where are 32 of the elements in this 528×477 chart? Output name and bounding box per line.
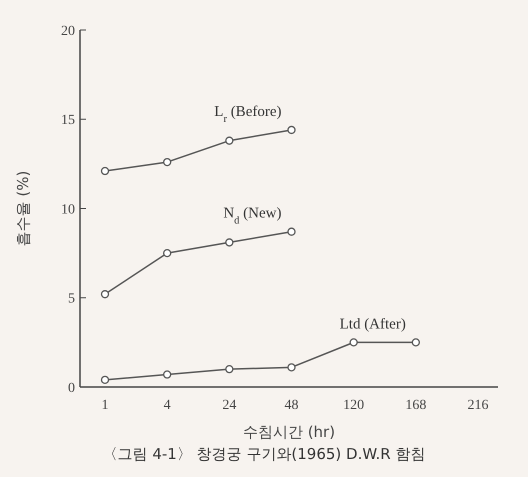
x-tick-label: 24 (222, 398, 236, 413)
x-axis-title: 수침시간 (hr) (242, 423, 336, 441)
series-label: Ltd (After) (340, 316, 406, 332)
point (350, 338, 358, 347)
x-tick-label: 4 (164, 398, 171, 413)
x-tick-label: 168 (405, 398, 426, 413)
point (100, 166, 110, 176)
point (287, 126, 296, 134)
x-tick-label: 1 (102, 398, 108, 413)
point (225, 238, 234, 247)
y-axis-title: 흡수율 (%) (14, 170, 32, 246)
point (163, 370, 172, 379)
series-label: N$_{d}$ (New) (223, 206, 282, 226)
text: 〈그림 4-1〉 창경궁 구기와(1965) D.W.R 함침 (102, 445, 426, 463)
y-tick-label: 15 (61, 113, 75, 128)
point (100, 376, 110, 384)
x-tick-label: 216 (468, 398, 488, 413)
point (287, 363, 296, 372)
point (225, 365, 234, 374)
y-tick-label: 0 (68, 380, 75, 396)
point (163, 158, 172, 166)
point (287, 228, 296, 236)
x-tick-label: 48 (284, 398, 298, 413)
point (225, 136, 234, 145)
point (100, 290, 110, 298)
y-tick-label: 20 (61, 24, 75, 39)
y-tick-label: 5 (68, 292, 75, 307)
series-label: L$_{r}$ (Before) (214, 104, 282, 124)
point (412, 338, 420, 347)
y-tick-label: 10 (61, 202, 75, 218)
x-tick-label: 120 (343, 398, 364, 413)
point (163, 248, 172, 258)
